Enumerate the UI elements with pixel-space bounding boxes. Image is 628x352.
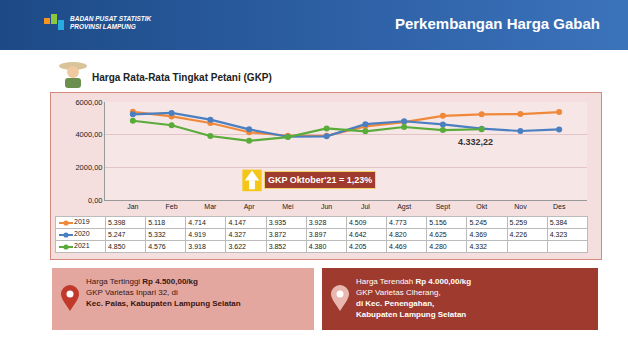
html-text:di Kec. Penengahan,: di Kec. Penengahan,	[356, 299, 435, 308]
html-text:5.247: 5.247	[108, 231, 126, 238]
svg-text:Feb: Feb	[166, 203, 178, 210]
html-text:4.323: 4.323	[549, 231, 568, 238]
html-text:4.380: 4.380	[308, 243, 327, 250]
svg-text:Jan: Jan	[127, 203, 138, 210]
svg-text:Des: Des	[553, 203, 566, 210]
html-text:5.118: 5.118	[148, 219, 166, 226]
html-text:4.226: 4.226	[509, 231, 528, 238]
html-text:3.897: 3.897	[308, 231, 327, 238]
html-text:5.398: 5.398	[108, 219, 126, 226]
html-text:Perkembangan Harga Gabah: Perkembangan Harga Gabah	[394, 15, 600, 32]
html-text:4.280: 4.280	[429, 243, 447, 250]
svg-text:2000,00: 2000,00	[75, 163, 102, 172]
html-text:4.327: 4.327	[228, 231, 246, 238]
svg-text:4.332,22: 4.332,22	[458, 137, 493, 147]
html-text:2019: 2019	[74, 218, 90, 226]
html-text:5.156: 5.156	[429, 219, 447, 226]
html-text:Harga Rata-Rata Tingkat Petani: Harga Rata-Rata Tingkat Petani (GKP)	[92, 72, 272, 83]
html-text:4.773: 4.773	[389, 219, 407, 226]
html-text:3.872: 3.872	[268, 231, 287, 238]
svg-text:Nov: Nov	[514, 203, 527, 210]
html-text:4.509: 4.509	[348, 219, 367, 226]
svg-text:Okt: Okt	[476, 203, 487, 210]
svg-text:Jul: Jul	[361, 203, 370, 210]
html-text:4.147: 4.147	[228, 219, 246, 226]
html-text:4.576: 4.576	[148, 243, 166, 250]
svg-text:Mar: Mar	[204, 203, 217, 210]
html-text:2020: 2020	[74, 230, 90, 238]
html-text:Kabupaten Lampung Selatan: Kabupaten Lampung Selatan	[356, 310, 467, 319]
html-text:5.259: 5.259	[509, 219, 528, 226]
svg-text:0,00: 0,00	[88, 196, 103, 205]
html-text:4.820: 4.820	[389, 231, 407, 238]
html-text:3.918: 3.918	[188, 243, 206, 250]
svg-text:Agst: Agst	[397, 203, 411, 211]
html-text:Kec. Palas, Kabupaten Lampung: Kec. Palas, Kabupaten Lampung Selatan	[86, 299, 241, 308]
html-text:3.935: 3.935	[268, 219, 287, 226]
svg-text:6000,00: 6000,00	[75, 98, 102, 107]
svg-text:Apr: Apr	[244, 203, 256, 211]
svg-text:GKP Oktober'21 = 1,23%: GKP Oktober'21 = 1,23%	[268, 175, 372, 185]
html-text:3.622: 3.622	[228, 243, 246, 250]
svg-text:4000,00: 4000,00	[75, 130, 102, 139]
html-text:4.205: 4.205	[348, 243, 367, 250]
svg-text:Jun: Jun	[321, 203, 332, 210]
html-text:4.714: 4.714	[188, 219, 206, 226]
svg-text:Mei: Mei	[282, 203, 294, 210]
html-text:5.384: 5.384	[549, 219, 568, 226]
html-text:2021: 2021	[74, 242, 90, 250]
html-text:4.919: 4.919	[188, 231, 206, 238]
html-text:BADAN PUSAT STATISTIK: BADAN PUSAT STATISTIK	[70, 15, 152, 22]
html-text:Harga Tertinggi Rp 4.500,00/kg: Harga Tertinggi Rp 4.500,00/kg	[86, 277, 198, 286]
html-text:3.928: 3.928	[308, 219, 327, 226]
html-text:4.850: 4.850	[108, 243, 126, 250]
html-text:PROVINSI LAMPUNG: PROVINSI LAMPUNG	[70, 23, 136, 30]
html-text:5.245: 5.245	[469, 219, 487, 226]
svg-text:Sept: Sept	[436, 203, 450, 211]
html-text:4.369: 4.369	[469, 231, 487, 238]
html-text:GKP Varietas Ciherang,: GKP Varietas Ciherang,	[356, 288, 441, 297]
html-text:4.332: 4.332	[469, 243, 487, 250]
html-text:3.852: 3.852	[268, 243, 287, 250]
html-text:5.332: 5.332	[148, 231, 166, 238]
html-text:4.625: 4.625	[429, 231, 447, 238]
html-text:Harga Terendah Rp 4.000,00/kg: Harga Terendah Rp 4.000,00/kg	[356, 277, 471, 286]
html-text:GKP Varietas Inpari 32, di: GKP Varietas Inpari 32, di	[86, 288, 178, 297]
html-text:4.642: 4.642	[348, 231, 367, 238]
html-text:4.469: 4.469	[389, 243, 407, 250]
